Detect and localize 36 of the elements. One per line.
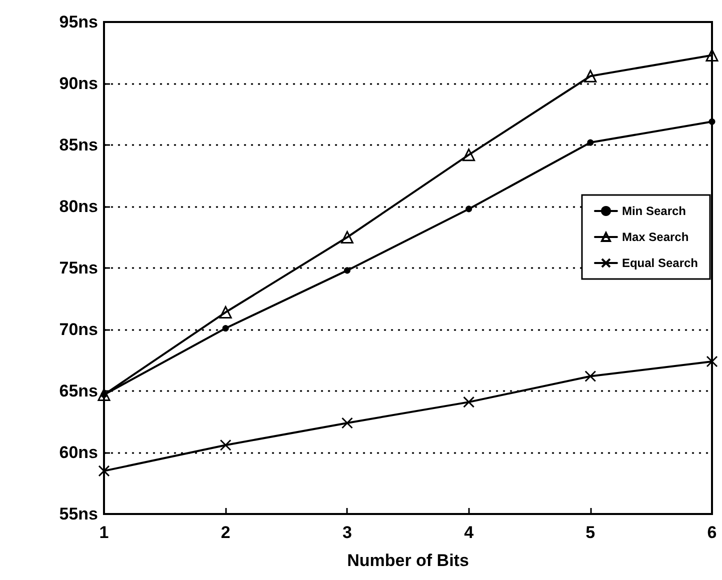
point <box>708 118 716 125</box>
x-tick-label: 2 <box>220 523 230 542</box>
point <box>463 396 475 408</box>
x-tick-label: 5 <box>586 523 596 542</box>
point <box>706 48 718 62</box>
point <box>466 206 472 212</box>
x-tick-label: 1 <box>99 523 109 542</box>
y-tick-label: 75ns <box>59 258 98 278</box>
y-tick-label: 80ns <box>59 197 98 216</box>
point <box>340 231 354 244</box>
x-tick-label: 4 <box>464 523 474 542</box>
y-tick-label: 85ns <box>59 136 98 154</box>
point <box>98 388 110 401</box>
y-tick-label: 60ns <box>59 443 98 462</box>
y-tick-label: 95ns <box>59 12 98 32</box>
point <box>222 325 229 332</box>
point <box>98 465 110 477</box>
legend-label: Equal Search <box>622 256 698 270</box>
point <box>344 267 350 274</box>
legend-label: Min Search <box>622 204 686 218</box>
y-tick-label: 70ns <box>59 320 98 339</box>
point <box>706 356 718 368</box>
y-tick-label: 55ns <box>59 504 98 524</box>
x-tick-label: 3 <box>342 523 352 542</box>
point <box>584 370 596 382</box>
point <box>219 306 232 319</box>
x-tick-label: 6 <box>707 523 717 542</box>
x-axis-title: Number of Bits <box>347 551 469 570</box>
point <box>462 148 476 162</box>
point <box>584 70 597 82</box>
y-tick-label: 90ns <box>59 74 98 93</box>
y-tick-label: 65ns <box>59 382 98 400</box>
point <box>341 417 353 429</box>
legend-label: Max Search <box>622 230 689 244</box>
point <box>587 139 594 146</box>
point <box>220 439 232 451</box>
